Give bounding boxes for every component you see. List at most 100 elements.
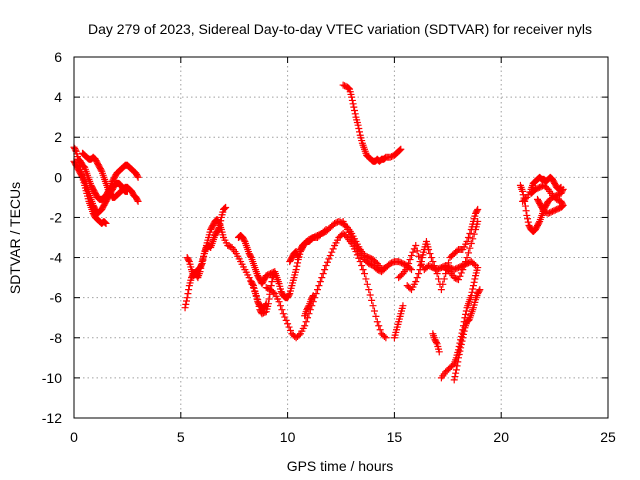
data-point <box>199 256 207 264</box>
data-point <box>460 327 468 335</box>
data-point <box>184 290 192 298</box>
data-point <box>80 176 88 184</box>
y-tick-label: -10 <box>42 370 62 386</box>
data-point <box>329 245 337 253</box>
data-point <box>302 318 310 326</box>
x-tick-label: 25 <box>600 429 616 445</box>
data-point <box>457 340 465 348</box>
data-point <box>200 253 208 261</box>
data-point <box>469 285 477 293</box>
data-point <box>262 300 270 308</box>
data-point <box>403 264 411 272</box>
data-point <box>222 203 230 211</box>
data-point <box>519 187 527 195</box>
y-tick-label: -2 <box>50 209 63 225</box>
data-point <box>198 260 206 268</box>
data-point <box>355 125 363 133</box>
data-point <box>462 310 470 318</box>
data-point <box>473 207 481 215</box>
data-point <box>523 211 531 219</box>
data-point <box>354 121 362 129</box>
data-series <box>286 248 302 266</box>
data-point <box>356 128 364 136</box>
data-point <box>182 300 190 308</box>
x-tick-label: 0 <box>70 429 78 445</box>
data-point <box>380 265 388 273</box>
data-point <box>469 282 477 290</box>
data-point <box>557 183 565 191</box>
data-point <box>183 294 191 302</box>
data-point <box>462 307 470 315</box>
data-point <box>470 278 478 286</box>
x-tick-labels: 0 5 10 15 20 25 <box>70 429 616 445</box>
data-point <box>101 218 109 226</box>
data-point <box>322 262 330 270</box>
data-point <box>409 248 417 256</box>
data-series <box>247 278 270 312</box>
data-point <box>309 292 317 300</box>
data-point <box>454 276 462 284</box>
y-tick-labels: 6 4 2 0 -2 -4 -6 -8 -10 -12 <box>42 49 62 426</box>
data-point <box>450 376 458 384</box>
data-point <box>458 337 466 345</box>
data-point <box>440 275 448 283</box>
data-point <box>279 310 287 318</box>
data-point <box>97 166 105 174</box>
data-point <box>459 330 467 338</box>
data-point <box>413 274 421 282</box>
x-tick-label: 5 <box>177 429 185 445</box>
data-point <box>349 100 357 108</box>
data-series <box>296 225 330 254</box>
data-series <box>390 302 407 342</box>
data-point <box>463 254 471 262</box>
data-point <box>432 266 440 274</box>
data-point <box>475 287 483 295</box>
data-point <box>425 246 433 254</box>
data-point <box>474 205 482 213</box>
data-point <box>471 275 479 283</box>
data-point <box>452 369 460 377</box>
data-point <box>460 262 468 270</box>
y-axis-label: SDTVAR / TECUs <box>7 182 23 294</box>
chart-title: Day 279 of 2023, Sidereal Day-to-day VTE… <box>88 21 592 37</box>
data-point <box>285 323 293 331</box>
data-point <box>456 347 464 355</box>
data-point <box>102 219 110 227</box>
data-point <box>197 261 205 269</box>
y-tick-label: 0 <box>54 169 62 185</box>
data-point <box>382 264 390 272</box>
data-point <box>406 256 414 264</box>
data-point <box>439 280 447 288</box>
data-series <box>301 292 317 320</box>
data-point <box>396 146 404 154</box>
data-point <box>417 262 425 270</box>
data-point <box>368 296 376 304</box>
data-point <box>309 293 317 301</box>
data-point <box>412 242 420 250</box>
data-point <box>319 270 327 278</box>
data-point <box>426 250 434 258</box>
data-point <box>301 322 309 330</box>
data-point <box>534 197 542 205</box>
data-point <box>522 207 530 215</box>
data-point <box>101 219 109 227</box>
data-point <box>521 195 529 203</box>
data-point <box>345 84 353 92</box>
data-point <box>474 264 482 272</box>
data-point <box>376 326 384 334</box>
data-point <box>416 266 424 274</box>
y-tick-label: -8 <box>50 330 63 346</box>
data-point <box>457 269 465 277</box>
data-point <box>247 252 255 260</box>
data-point <box>134 173 142 181</box>
data-point <box>316 278 324 286</box>
data-point <box>459 334 467 342</box>
data-point <box>469 235 477 243</box>
x-tick-label: 10 <box>280 429 296 445</box>
data-point <box>435 348 443 356</box>
data-point <box>407 252 415 260</box>
data-point <box>413 247 421 255</box>
data-point <box>373 318 381 326</box>
data-point <box>220 205 228 213</box>
